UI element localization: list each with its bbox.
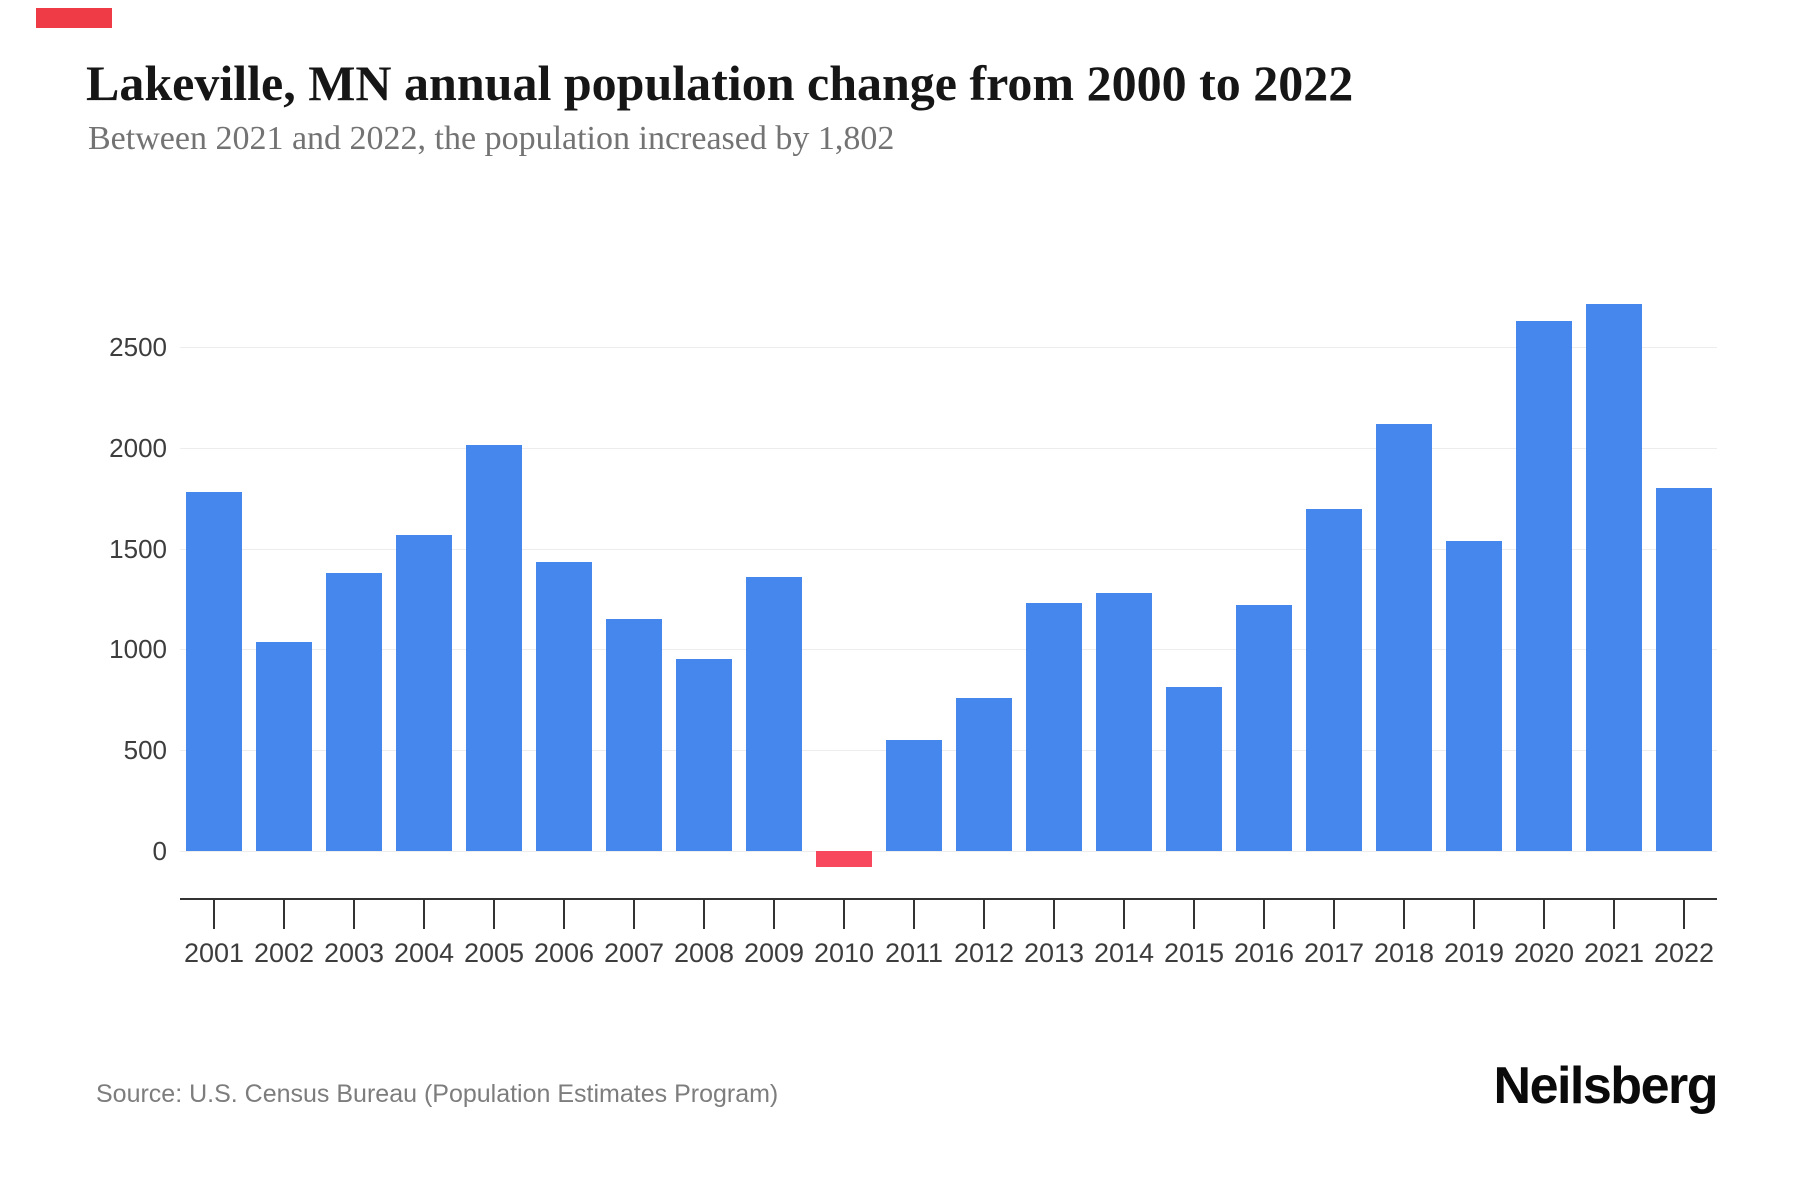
source-note: Source: U.S. Census Bureau (Population E… — [96, 1080, 779, 1108]
bar-2006 — [536, 562, 592, 851]
x-axis-tick — [773, 900, 775, 929]
x-axis-tick — [1263, 900, 1265, 929]
bar-2020 — [1516, 321, 1572, 851]
x-axis-year-label: 2018 — [1373, 938, 1435, 968]
bar-2003 — [326, 573, 382, 851]
gridline-500 — [180, 750, 1717, 751]
y-axis-tick-label: 2000 — [109, 433, 167, 463]
bar-2008 — [676, 659, 732, 851]
bar-2007 — [606, 619, 662, 851]
x-axis-year-label: 2002 — [253, 938, 315, 968]
x-axis-year-label: 2014 — [1093, 938, 1155, 968]
gridline-2000 — [180, 448, 1717, 449]
bar-2004 — [396, 535, 452, 851]
x-axis-tick — [283, 900, 285, 929]
bar-2012 — [956, 698, 1012, 851]
gridline-1500 — [180, 549, 1717, 550]
y-axis-tick-label: 0 — [152, 836, 167, 866]
x-axis-tick — [1333, 900, 1335, 929]
x-axis-tick — [1473, 900, 1475, 929]
bar-2009 — [746, 577, 802, 851]
x-axis-tick — [1543, 900, 1545, 929]
x-axis-line — [180, 898, 1717, 900]
bar-2010 — [816, 851, 872, 867]
x-axis-tick — [633, 900, 635, 929]
y-axis-tick-label: 1500 — [109, 534, 167, 564]
brand-logo: Neilsberg — [1493, 1057, 1719, 1115]
bar-2005 — [466, 445, 522, 851]
bar-2001 — [186, 492, 242, 851]
x-axis-year-label: 2009 — [743, 938, 805, 968]
gridline-0 — [180, 851, 1717, 852]
gridline-1000 — [180, 649, 1717, 650]
bar-2017 — [1306, 509, 1362, 851]
x-axis-tick — [563, 900, 565, 929]
y-axis-tick-label: 2500 — [109, 332, 167, 362]
x-axis-year-label: 2016 — [1233, 938, 1295, 968]
x-axis-year-label: 2019 — [1443, 938, 1505, 968]
x-axis-year-label: 2006 — [533, 938, 595, 968]
x-axis-year-label: 2022 — [1653, 938, 1715, 968]
bar-2013 — [1026, 603, 1082, 851]
x-axis-tick — [1403, 900, 1405, 929]
x-axis-year-label: 2011 — [884, 938, 944, 968]
x-axis-tick — [913, 900, 915, 929]
bar-2021 — [1586, 304, 1642, 851]
x-axis-year-label: 2007 — [603, 938, 665, 968]
x-axis-tick — [983, 900, 985, 929]
x-axis-year-label: 2010 — [813, 938, 875, 968]
x-axis-year-label: 2003 — [323, 938, 385, 968]
x-axis-tick — [1613, 900, 1615, 929]
gridline-2500 — [180, 347, 1717, 348]
bar-2018 — [1376, 424, 1432, 851]
x-axis-tick — [703, 900, 705, 929]
x-axis-year-label: 2013 — [1023, 938, 1085, 968]
bar-2011 — [886, 740, 942, 851]
x-axis-year-label: 2020 — [1513, 938, 1575, 968]
bar-2016 — [1236, 605, 1292, 851]
chart-title: Lakeville, MN annual population change f… — [86, 55, 1354, 111]
x-axis-year-label: 2008 — [673, 938, 735, 968]
x-axis-year-label: 2004 — [393, 938, 455, 968]
x-axis-tick — [843, 900, 845, 929]
chart-subtitle: Between 2021 and 2022, the population in… — [88, 120, 895, 157]
x-axis-year-label: 2012 — [953, 938, 1015, 968]
x-axis-tick — [1193, 900, 1195, 929]
x-axis-year-label: 2017 — [1303, 938, 1365, 968]
y-axis-tick-label: 500 — [123, 735, 167, 765]
bar-2002 — [256, 642, 312, 851]
x-axis-tick — [353, 900, 355, 929]
x-axis-year-label: 2001 — [183, 938, 245, 968]
bar-2022 — [1656, 488, 1712, 851]
y-axis-tick-label: 1000 — [109, 634, 167, 664]
x-axis-tick — [493, 900, 495, 929]
red-marker — [36, 8, 112, 28]
x-axis-tick — [1683, 900, 1685, 929]
bar-2014 — [1096, 593, 1152, 851]
bar-2019 — [1446, 541, 1502, 851]
x-axis-tick — [213, 900, 215, 929]
bar-2015 — [1166, 687, 1222, 851]
x-axis-tick — [1053, 900, 1055, 929]
x-axis-year-label: 2021 — [1583, 938, 1645, 968]
x-axis-tick — [1123, 900, 1125, 929]
x-axis-tick — [423, 900, 425, 929]
x-axis-year-label: 2015 — [1163, 938, 1225, 968]
x-axis-year-label: 2005 — [463, 938, 525, 968]
